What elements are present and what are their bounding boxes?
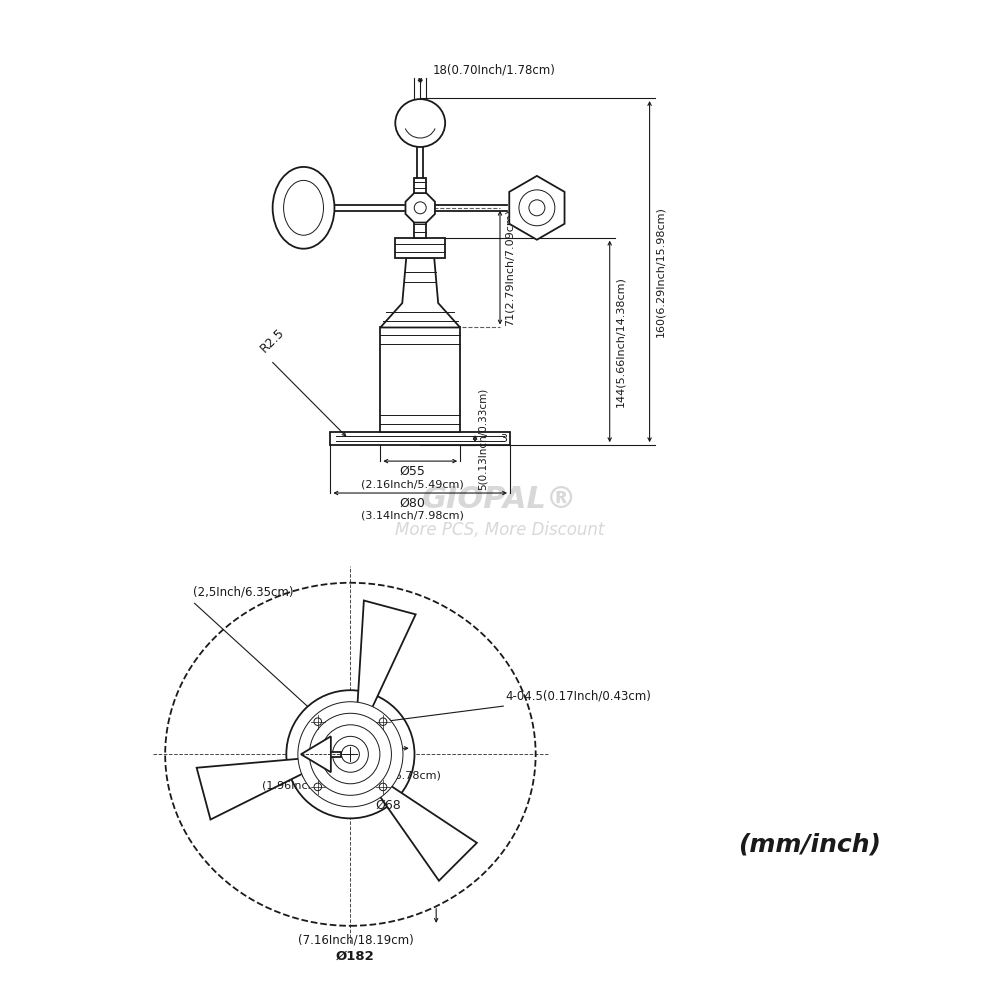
Text: (3.14Inch/7.98cm): (3.14Inch/7.98cm) — [361, 511, 464, 521]
Text: R65: R65 — [366, 731, 390, 744]
Circle shape — [314, 718, 322, 725]
Text: 18(0.70Inch/1.78cm): 18(0.70Inch/1.78cm) — [432, 63, 555, 76]
Text: (2.67Inch/6.78cm): (2.67Inch/6.78cm) — [338, 770, 441, 780]
Ellipse shape — [395, 99, 445, 147]
Circle shape — [309, 713, 391, 795]
Circle shape — [341, 745, 359, 763]
Bar — [380, 327, 460, 432]
Circle shape — [379, 718, 387, 725]
Circle shape — [414, 202, 426, 214]
Bar — [395, 238, 445, 258]
Bar — [330, 432, 510, 445]
Circle shape — [298, 702, 403, 807]
Polygon shape — [347, 777, 477, 881]
Text: Ø182: Ø182 — [336, 950, 375, 963]
Circle shape — [314, 783, 322, 791]
Circle shape — [321, 725, 380, 784]
Text: More PCS, More Discount: More PCS, More Discount — [395, 521, 605, 539]
Text: GIOPAL®: GIOPAL® — [422, 486, 578, 514]
Text: 71(2.79Inch/7.09cm): 71(2.79Inch/7.09cm) — [505, 209, 515, 326]
Text: Ø68: Ø68 — [375, 798, 401, 811]
Bar — [414, 178, 426, 238]
Circle shape — [519, 190, 555, 226]
Text: (mm/inch): (mm/inch) — [738, 832, 881, 856]
Circle shape — [286, 690, 415, 818]
Polygon shape — [357, 601, 416, 739]
Text: Ø55: Ø55 — [399, 465, 425, 478]
Bar — [329, 752, 341, 757]
Circle shape — [379, 783, 387, 791]
Text: 4-04.5(0.17Inch/0.43cm): 4-04.5(0.17Inch/0.43cm) — [387, 690, 651, 722]
Text: (2,5Inch/6.35cm): (2,5Inch/6.35cm) — [193, 585, 293, 598]
Polygon shape — [509, 176, 565, 240]
Text: 160(6.29Inch/15.98cm): 160(6.29Inch/15.98cm) — [656, 206, 666, 337]
Text: (7.16Inch/18.19cm): (7.16Inch/18.19cm) — [298, 934, 413, 947]
Text: R2.5: R2.5 — [258, 326, 287, 355]
Text: Ø50: Ø50 — [301, 766, 327, 779]
Text: (2.16Inch/5.49cm): (2.16Inch/5.49cm) — [361, 479, 464, 489]
Text: (1.96Inch/4.98cm): (1.96Inch/4.98cm) — [262, 780, 365, 790]
Polygon shape — [380, 258, 460, 327]
Text: 5(0.13Inch/0.33cm): 5(0.13Inch/0.33cm) — [478, 388, 488, 490]
Polygon shape — [405, 193, 435, 223]
Text: 144(5.66Inch/14.38cm): 144(5.66Inch/14.38cm) — [616, 276, 626, 407]
Polygon shape — [301, 736, 331, 772]
Text: 3: 3 — [500, 434, 507, 444]
Circle shape — [529, 200, 545, 216]
Ellipse shape — [273, 167, 334, 249]
Text: Ø80: Ø80 — [399, 497, 425, 510]
Polygon shape — [197, 734, 322, 820]
Circle shape — [332, 736, 368, 772]
